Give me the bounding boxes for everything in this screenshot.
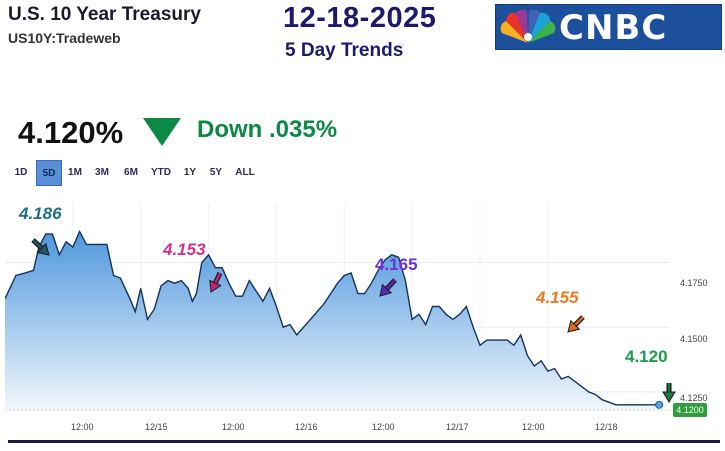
annotation-arrow-icon: [209, 271, 223, 293]
x-tick-label: 12/17: [446, 422, 469, 432]
trend-label: 5 Day Trends: [285, 40, 404, 61]
tab-1m[interactable]: 1M: [68, 167, 82, 178]
logo-text: CNBC: [559, 8, 668, 48]
date-heading: 12-18-2025: [283, 2, 437, 34]
annotation-arrow-icon: [31, 238, 50, 256]
x-tick-label: 12/18: [595, 422, 618, 432]
tab-all[interactable]: ALL: [235, 167, 255, 178]
current-price: 4.120%: [18, 115, 124, 150]
bottom-divider: [8, 440, 720, 443]
page-title: U.S. 10 Year Treasury: [8, 4, 201, 25]
tab-3m[interactable]: 3M: [95, 167, 109, 178]
annotation-arrow-icon: [662, 383, 676, 403]
x-tick-label: 12:00: [222, 422, 245, 432]
annotation-label: 4.186: [18, 204, 62, 223]
price-area: [5, 231, 660, 410]
tab-1y[interactable]: 1Y: [183, 167, 197, 178]
x-tick-label: 12/15: [145, 422, 168, 432]
down-triangle-icon: [143, 118, 181, 146]
cnbc-logo: CNBC: [495, 4, 722, 50]
annotation-label: 4.155: [535, 288, 579, 307]
ticker-subtitle: US10Y:Tradeweb: [8, 30, 121, 46]
tab-1d[interactable]: 1D: [14, 167, 28, 178]
annotation-label: 4.120: [625, 347, 668, 366]
annotation-arrow-icon: [379, 278, 397, 297]
price-chart: 4.186 4.153 4.165 4.155 4.120: [5, 195, 722, 423]
annotation-label: 4.153: [162, 240, 206, 259]
x-tick-label: 12/16: [295, 422, 318, 432]
y-tick-label: 4.1750: [680, 278, 708, 288]
y-tick-label: 4.1250: [680, 393, 708, 403]
last-value-badge: 4.1200: [673, 403, 707, 417]
x-tick-label: 12:00: [522, 422, 545, 432]
peacock-icon: [500, 9, 556, 43]
x-tick-label: 12:00: [372, 422, 395, 432]
tab-6m[interactable]: 6M: [124, 167, 138, 178]
tab-ytd[interactable]: YTD: [151, 167, 171, 178]
tab-5d[interactable]: 5D: [36, 160, 62, 186]
annotation-label: 4.165: [375, 255, 418, 274]
last-price-dot: [655, 400, 664, 409]
x-tick-label: 12:00: [71, 422, 94, 432]
tab-5y[interactable]: 5Y: [209, 167, 223, 178]
price-change: Down .035%: [197, 116, 338, 143]
price-line: [5, 229, 660, 406]
y-tick-label: 4.1500: [680, 334, 708, 344]
annotation-arrow-icon: [567, 315, 585, 333]
annotations: 4.186 4.153 4.165 4.155 4.120: [18, 204, 676, 403]
